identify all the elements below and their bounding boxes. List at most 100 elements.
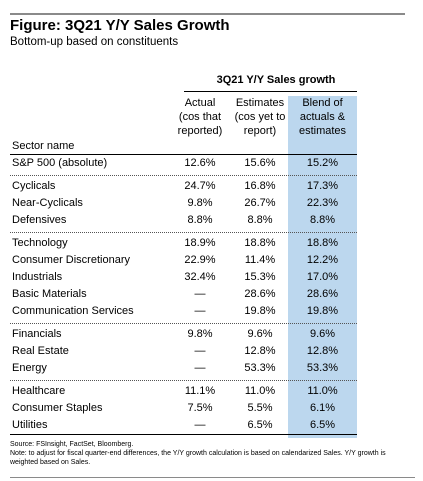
group-underline	[184, 91, 357, 92]
group-divider	[10, 175, 357, 176]
top-rule	[10, 13, 405, 15]
table-row: Utilities — 6.5% 6.5%	[10, 417, 357, 434]
blend-value: 8.8%	[309, 214, 336, 226]
actual-value: 12.6%	[184, 157, 216, 169]
table-row: Basic Materials — 28.6% 28.6%	[10, 286, 357, 303]
column-header-actual-line2: (cos that	[178, 111, 222, 123]
table-row: Communication Services — 19.8% 19.8%	[10, 303, 357, 320]
actual-value: 32.4%	[184, 271, 216, 283]
table-bottom-rule	[10, 434, 357, 435]
header-rule	[10, 154, 357, 155]
sector-name: S&P 500 (absolute)	[12, 157, 108, 169]
column-header-actual-line3: reported)	[177, 125, 223, 137]
blend-value: 12.8%	[306, 345, 339, 357]
column-header-actual: Actual (cos that reported)	[170, 96, 230, 138]
table-row: Energy — 53.3% 53.3%	[10, 360, 357, 377]
methodology-note: Note: to adjust for fiscal quarter-end d…	[10, 450, 386, 466]
table-row: Technology 18.9% 18.8% 18.8%	[10, 235, 357, 252]
sector-name: Communication Services	[12, 305, 134, 317]
blend-value: 12.2%	[306, 254, 339, 266]
blend-value: 18.8%	[306, 237, 339, 249]
actual-value: —	[194, 419, 206, 431]
blend-value: 15.2%	[306, 157, 339, 169]
sector-name: Cyclicals	[12, 180, 56, 192]
blend-value: 9.6%	[309, 328, 336, 340]
blend-column-highlight	[288, 96, 357, 438]
sector-name: Energy	[12, 362, 47, 374]
actual-value: —	[194, 362, 206, 374]
actual-value: 9.8%	[187, 328, 213, 340]
table-row: S&P 500 (absolute) 12.6% 15.6% 15.2%	[10, 155, 357, 172]
table-row: Near-Cyclicals 9.8% 26.7% 22.3%	[10, 195, 357, 212]
column-header-estimates-line3: report)	[243, 125, 277, 137]
table-row: Financials 9.8% 9.6% 9.6%	[10, 326, 357, 343]
column-header-blend: Blend of actuals & estimates	[288, 96, 357, 138]
bottom-rule	[10, 477, 415, 478]
actual-value: —	[194, 288, 206, 300]
sector-name: Healthcare	[12, 385, 66, 397]
actual-value: 22.9%	[184, 254, 216, 266]
table-row: Consumer Staples 7.5% 5.5% 6.1%	[10, 400, 357, 417]
sector-name: Utilities	[12, 419, 48, 431]
actual-value: —	[194, 305, 206, 317]
estimates-value: 16.8%	[244, 180, 276, 192]
estimates-value: 11.0%	[244, 385, 276, 397]
figure-container: Figure: 3Q21 Y/Y Sales Growth Bottom-up …	[10, 13, 405, 438]
sector-name: Consumer Staples	[12, 402, 103, 414]
column-header-sector: Sector name	[12, 140, 75, 152]
blend-value: 19.8%	[306, 305, 339, 317]
actual-value: 24.7%	[184, 180, 216, 192]
group-divider	[10, 323, 357, 324]
table-row: Healthcare 11.1% 11.0% 11.0%	[10, 383, 357, 400]
blend-value: 22.3%	[306, 197, 339, 209]
blend-value: 17.0%	[306, 271, 339, 283]
group-header: 3Q21 Y/Y Sales growth	[10, 74, 405, 92]
estimates-value: 19.8%	[244, 305, 276, 317]
actual-value: 18.9%	[184, 237, 216, 249]
estimates-value: 26.7%	[244, 197, 276, 209]
actual-value: 11.1%	[184, 385, 216, 397]
blend-value: 6.1%	[309, 402, 336, 414]
table-row: Defensives 8.8% 8.8% 8.8%	[10, 212, 357, 229]
blend-value: 11.0%	[307, 385, 338, 397]
column-header-estimates: Estimates (cos yet to report)	[230, 96, 290, 138]
column-header-blend-line3: estimates	[298, 125, 347, 137]
footnotes: Source: FSInsight, FactSet, Bloomberg. N…	[10, 440, 410, 467]
estimates-value: 53.3%	[244, 362, 276, 374]
blend-value: 6.5%	[309, 419, 336, 431]
blend-value: 53.3%	[306, 362, 339, 374]
sector-name: Consumer Discretionary	[12, 254, 130, 266]
estimates-value: 18.8%	[244, 237, 276, 249]
column-header-estimates-line2: (cos yet to	[234, 111, 286, 123]
sector-name: Defensives	[12, 214, 67, 226]
blend-value: 28.6%	[306, 288, 339, 300]
table-row: Cyclicals 24.7% 16.8% 17.3%	[10, 178, 357, 195]
estimates-value: 5.5%	[247, 402, 273, 414]
sector-name: Real Estate	[12, 345, 69, 357]
blend-value: 17.3%	[306, 180, 339, 192]
sector-name: Near-Cyclicals	[12, 197, 83, 209]
table-row: Consumer Discretionary 22.9% 11.4% 12.2%	[10, 252, 357, 269]
estimates-value: 11.4%	[244, 254, 276, 266]
actual-value: 9.8%	[187, 197, 213, 209]
group-divider	[10, 380, 357, 381]
table-row: Real Estate — 12.8% 12.8%	[10, 343, 357, 360]
estimates-value: 15.6%	[244, 157, 276, 169]
group-title: 3Q21 Y/Y Sales growth	[216, 74, 336, 86]
actual-value: —	[194, 345, 206, 357]
actual-value: 8.8%	[187, 214, 213, 226]
sector-name: Basic Materials	[12, 288, 87, 300]
estimates-value: 8.8%	[247, 214, 273, 226]
column-header-blend-line1: Blend of	[302, 97, 343, 109]
source-note: Source: FSInsight, FactSet, Bloomberg.	[10, 441, 134, 448]
column-header-actual-line1: Actual	[184, 97, 216, 109]
sector-name: Financials	[12, 328, 62, 340]
estimates-value: 6.5%	[247, 419, 273, 431]
column-header-blend-line2: actuals &	[299, 111, 346, 123]
estimates-value: 28.6%	[244, 288, 276, 300]
sector-name: Technology	[12, 237, 68, 249]
estimates-value: 12.8%	[244, 345, 276, 357]
actual-value: 7.5%	[187, 402, 213, 414]
sector-name: Industrials	[12, 271, 63, 283]
estimates-value: 15.3%	[244, 271, 276, 283]
